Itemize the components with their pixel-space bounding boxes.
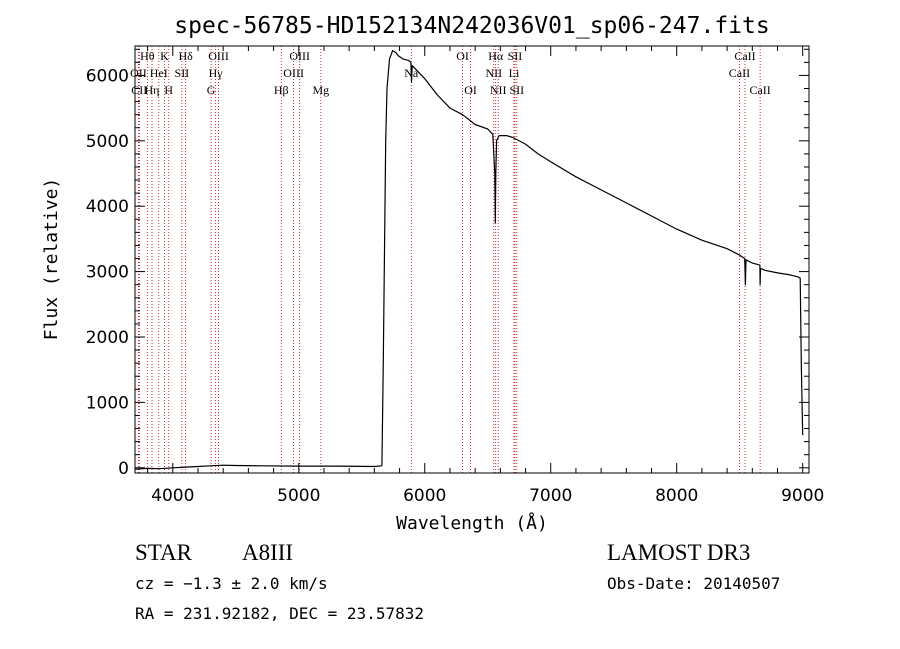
x-axis-label: Wavelength (Å) bbox=[396, 512, 548, 534]
line-label-8: Hδ bbox=[178, 49, 193, 63]
line-label-1: OII bbox=[130, 66, 147, 80]
spectral-subclass: A8III bbox=[242, 540, 294, 565]
line-label-18: OI bbox=[464, 83, 477, 97]
y-tick-label: 4000 bbox=[86, 197, 129, 217]
plot-frame bbox=[134, 45, 810, 474]
line-label-14: Hβ bbox=[274, 83, 289, 97]
line-label-15: Mg bbox=[312, 83, 329, 97]
line-label-13: OIII bbox=[283, 66, 304, 80]
x-tick-label: 9000 bbox=[781, 486, 824, 506]
line-label-7: SII bbox=[175, 66, 190, 80]
line-label-5: HeI bbox=[150, 66, 168, 80]
line-label-4: K bbox=[160, 49, 169, 63]
line-label-24: SII bbox=[510, 83, 525, 97]
y-axis-label: Flux (relative) bbox=[41, 178, 62, 341]
y-tick-label: 2000 bbox=[86, 328, 129, 348]
survey-name: LAMOST DR3 bbox=[607, 540, 751, 565]
line-label-6: H bbox=[164, 83, 173, 97]
line-label-17: OI bbox=[456, 49, 469, 63]
observation-date: Obs-Date: 20140507 bbox=[607, 574, 781, 593]
line-label-9: OIII bbox=[208, 49, 229, 63]
coordinates: RA = 231.92182, DEC = 23.57832 bbox=[135, 604, 424, 623]
line-label-22: SII bbox=[508, 49, 523, 63]
line-label-3: Hη bbox=[145, 83, 160, 97]
line-label-10: Hγ bbox=[209, 66, 224, 80]
x-axis-ticks: 4000 5000 6000 7000 8000 9000 bbox=[147, 46, 824, 506]
y-tick-label: 5000 bbox=[86, 132, 129, 152]
y-tick-label: 6000 bbox=[86, 66, 129, 86]
x-tick-label: 6000 bbox=[403, 486, 446, 506]
line-label-26: CaII bbox=[729, 66, 750, 80]
line-label-27: CaII bbox=[749, 83, 770, 97]
line-label-23: Li bbox=[509, 66, 520, 80]
y-tick-label: 0 bbox=[118, 459, 129, 479]
object-type: STAR bbox=[135, 540, 192, 565]
y-tick-label: 1000 bbox=[86, 393, 129, 413]
line-label-19: Hα bbox=[488, 49, 504, 63]
x-tick-label: 8000 bbox=[655, 486, 698, 506]
x-tick-label: 7000 bbox=[529, 486, 572, 506]
x-tick-label: 5000 bbox=[277, 486, 320, 506]
line-label-21: NII bbox=[490, 83, 507, 97]
line-label-25: CaII bbox=[734, 49, 755, 63]
line-label-12: OIII bbox=[289, 49, 310, 63]
line-label-0: Hθ bbox=[140, 49, 155, 63]
series-layer bbox=[134, 49, 804, 470]
y-tick-label: 3000 bbox=[86, 263, 129, 283]
series-line-flux bbox=[134, 49, 804, 470]
chart-title: spec-56785-HD152134N242036V01_sp06-247.f… bbox=[174, 13, 769, 39]
line-markers bbox=[138, 46, 761, 473]
line-label-20: NII bbox=[485, 66, 502, 80]
line-label-11: G bbox=[207, 83, 216, 97]
y-axis-ticks: 0 1000 2000 3000 4000 5000 6000 bbox=[86, 48, 809, 479]
x-tick-label: 4000 bbox=[151, 486, 194, 506]
redshift-velocity: cz = −1.3 ± 2.0 km/s bbox=[135, 574, 328, 593]
